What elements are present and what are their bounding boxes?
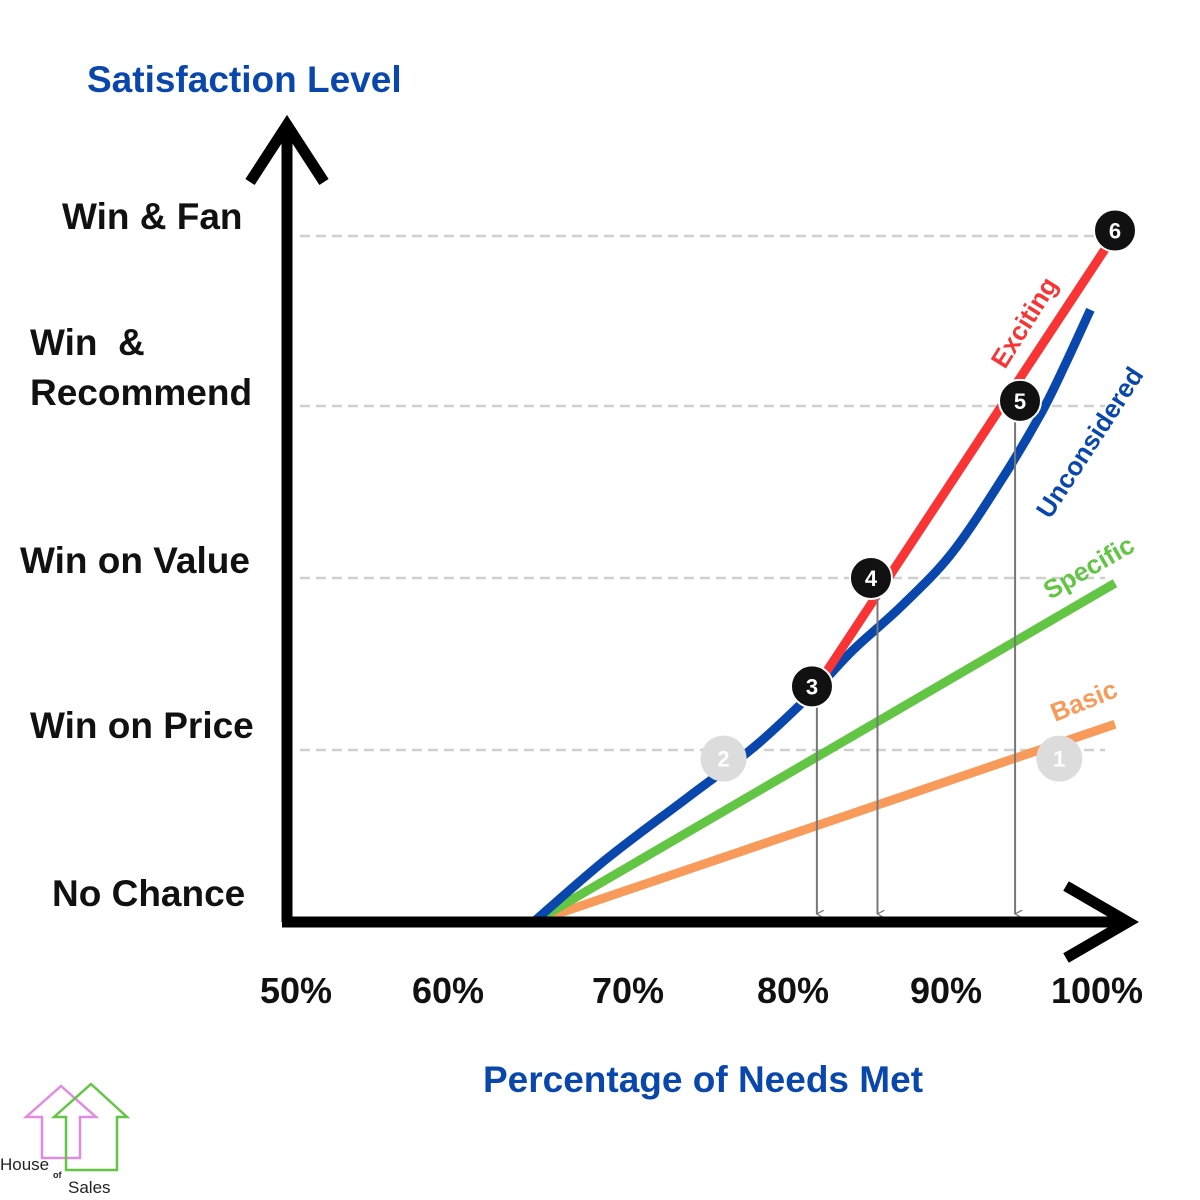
logo-house-pink-icon [22, 1084, 100, 1160]
marker-3: 3 [789, 664, 834, 709]
y-axis-title: Satisfaction Level [87, 59, 402, 100]
series-line-exciting [816, 231, 1119, 684]
series-line-basic [532, 719, 1117, 927]
marker-label-3: 3 [806, 674, 818, 699]
marker-4: 4 [848, 556, 893, 600]
x-tick-50: 50% [260, 970, 332, 1011]
level-label-win-recommend: Win & [30, 322, 145, 363]
series-label-unconsidered: Unconsidered [1030, 362, 1150, 524]
logo-text-sales: Sales [68, 1178, 111, 1197]
marker-6: 6 [1093, 208, 1137, 253]
level-label-no-chance: No Chance [52, 873, 245, 914]
drop-lines [815, 417, 1015, 914]
marker-label-2: 2 [717, 747, 729, 772]
logo-text-of: of [53, 1170, 62, 1180]
marker-circle-1 [1036, 735, 1083, 782]
series-label-basic: Basic [1046, 674, 1122, 728]
level-label-win-on-price: Win on Price [30, 705, 254, 746]
x-tick-90: 90% [910, 970, 982, 1011]
x-axis-arrowhead [1063, 881, 1139, 963]
marker-5: 5 [997, 378, 1042, 423]
house-of-sales-logo: House of Sales [0, 1082, 131, 1197]
gridlines [300, 234, 1105, 752]
series-line-unconsidered [530, 307, 1095, 926]
marker-2: 2 [700, 735, 747, 782]
marker-circle-5 [997, 378, 1042, 423]
markers: 1 2 3 4 5 6 [700, 208, 1137, 782]
level-label-win-fan: Win & Fan [62, 196, 243, 237]
x-tick-60: 60% [412, 970, 484, 1011]
x-tick-70: 70% [592, 970, 664, 1011]
x-tick-80: 80% [757, 970, 829, 1011]
marker-circle-6 [1093, 208, 1137, 253]
x-axis-title: Percentage of Needs Met [483, 1059, 923, 1100]
series-line-specific [531, 579, 1118, 926]
logo-text-house: House [0, 1155, 49, 1174]
logo-house-green-icon [50, 1082, 131, 1172]
marker-1: 1 [1036, 735, 1083, 782]
marker-circle-4 [848, 556, 893, 600]
marker-label-1: 1 [1053, 747, 1065, 772]
marker-label-6: 6 [1109, 219, 1121, 244]
x-tick-100: 100% [1051, 970, 1143, 1011]
marker-circle-2 [700, 735, 747, 782]
marker-label-5: 5 [1014, 389, 1026, 414]
series-layer [530, 231, 1119, 927]
level-label-win-on-value: Win on Value [20, 540, 250, 581]
marker-label-4: 4 [865, 566, 878, 591]
y-axis-arrowhead [245, 114, 329, 185]
marker-circle-3 [789, 664, 834, 709]
level-label-win-recommend-line2: Recommend [30, 372, 252, 413]
